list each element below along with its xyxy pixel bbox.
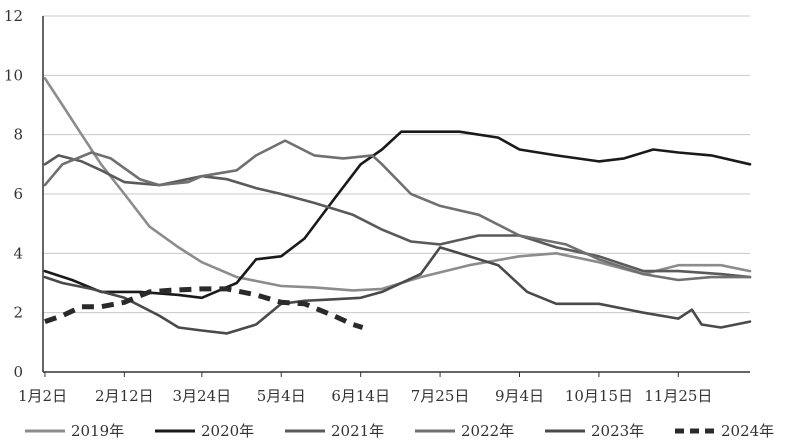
y-tick-label: 12: [4, 7, 23, 25]
legend-label: 2024年: [721, 422, 774, 440]
series-line-3: [43, 154, 752, 279]
x-tick-label: 1月2日: [18, 387, 67, 405]
y-tick-label: 10: [4, 66, 23, 84]
x-tick-label: 11月25日: [644, 387, 712, 405]
y-tick-label: 8: [13, 126, 23, 144]
legend-label: 2021年: [331, 422, 384, 440]
grid-lines: [43, 15, 750, 314]
legend: 2019年 2020年 2021年 2022年 2023年 2024年: [25, 422, 774, 440]
series-line-4: [43, 139, 752, 282]
y-tick-label: 2: [13, 304, 23, 322]
x-tick-label: 5月4日: [257, 387, 306, 405]
x-axis-tick-labels: 1月2日 2月12日 3月24日 5月4日 6月14日 7月25日 9月4日 10月15日 11…: [18, 387, 712, 405]
legend-label: 2023年: [591, 422, 644, 440]
x-tick-label: 3月24日: [173, 387, 232, 405]
y-tick-label: 4: [13, 244, 23, 262]
x-tick-label: 10月15日: [565, 387, 633, 405]
x-tick-label: 7月25日: [411, 387, 470, 405]
x-tick-label: 2月12日: [95, 387, 154, 405]
axes: [42, 16, 750, 377]
x-tick-label: 6月14日: [331, 387, 390, 405]
y-tick-label: 6: [13, 185, 23, 203]
legend-label: 2020年: [201, 422, 254, 440]
y-tick-label: 0: [13, 363, 23, 381]
legend-label: 2019年: [71, 422, 124, 440]
series-line-6: [44, 286, 364, 330]
series-lines: [43, 77, 752, 335]
series-line-5: [43, 246, 752, 335]
series-line-1: [43, 77, 752, 292]
legend-label: 2022年: [461, 422, 514, 440]
x-tick-label: 9月4日: [495, 387, 544, 405]
y-axis-tick-labels: 0 2 4 6 8 10 12: [4, 7, 23, 381]
series-line-2: [43, 130, 752, 300]
